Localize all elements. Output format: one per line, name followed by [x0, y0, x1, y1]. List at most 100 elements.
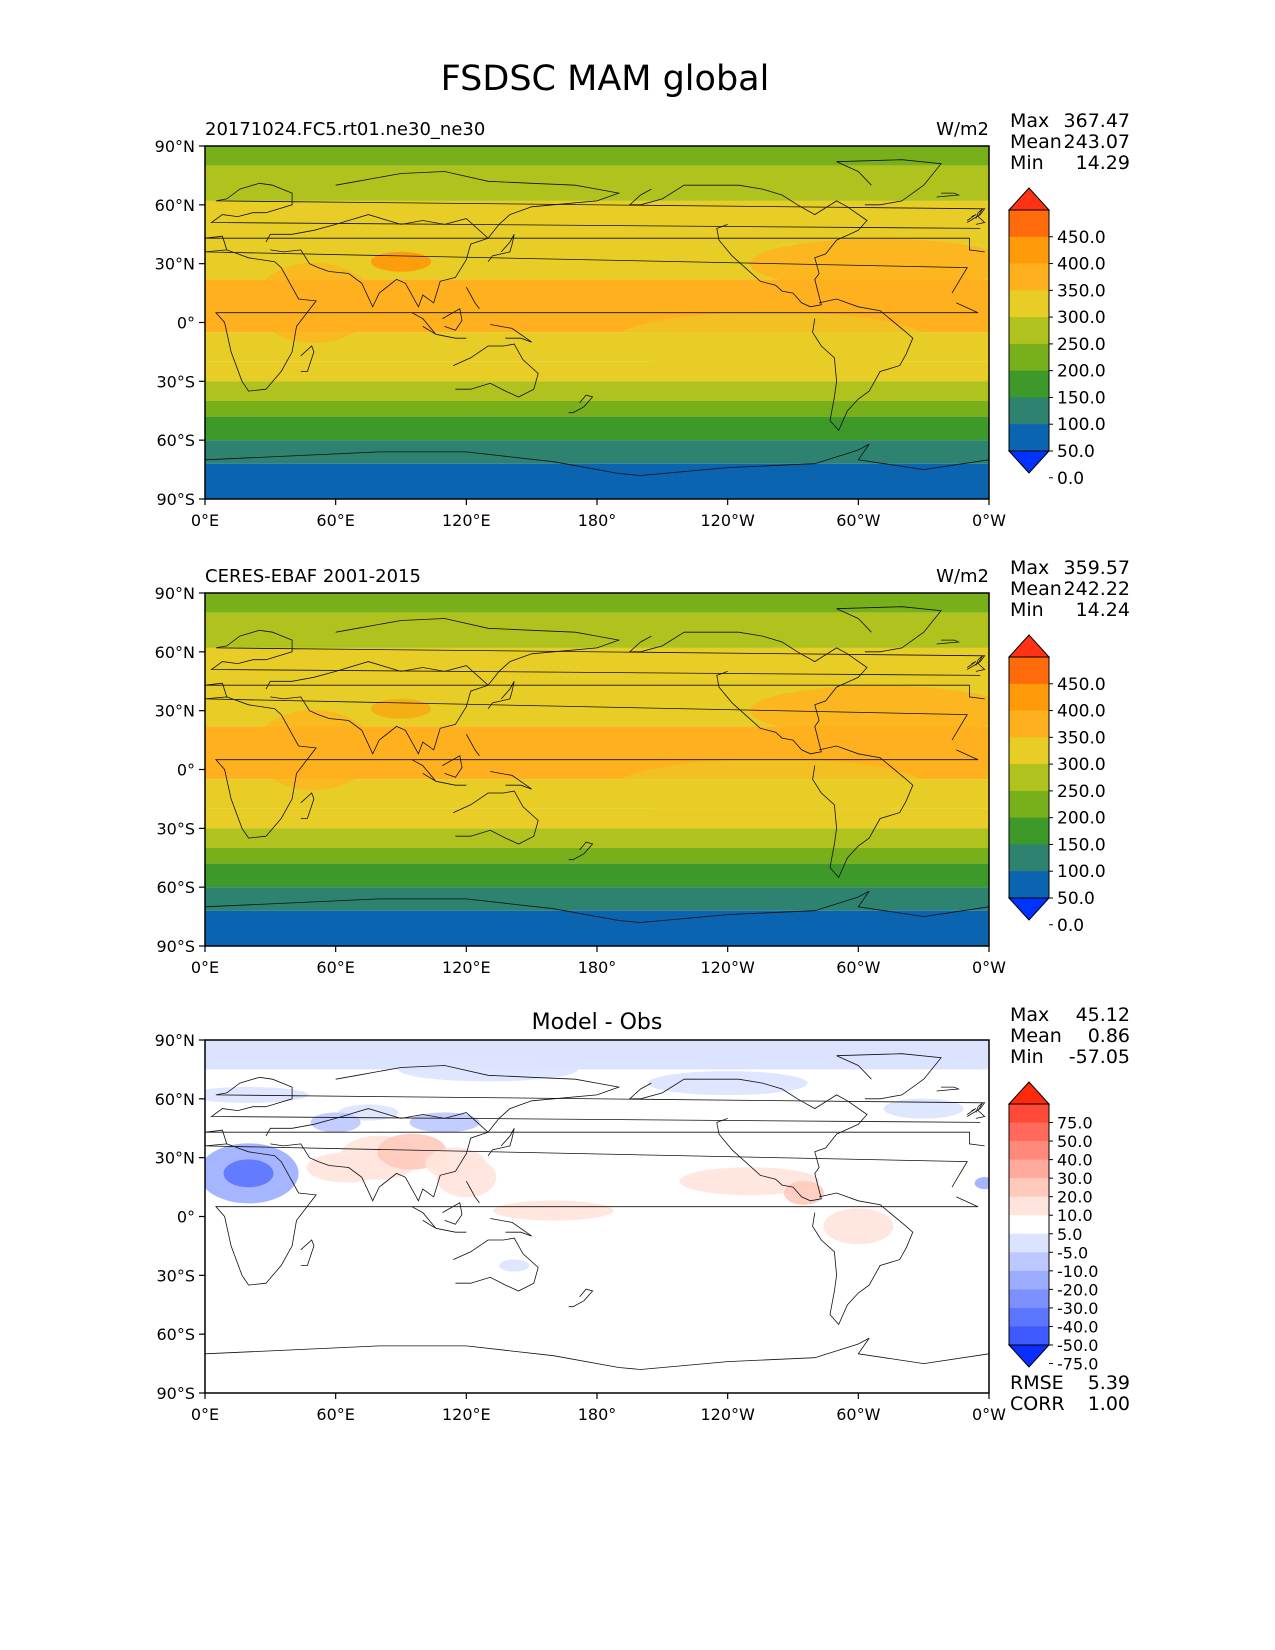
colorbar-tick-label: -5.0 [1057, 1243, 1088, 1262]
lon-tick-label: 0°W [972, 511, 1006, 530]
lat-tick-label: 0° [177, 1208, 195, 1227]
lat-tick-label: 90°N [155, 137, 195, 156]
stat-label: Max [1010, 1004, 1049, 1026]
colorbar-segment [1009, 1252, 1049, 1272]
panel-left-title: CERES-EBAF 2001-2015 [205, 566, 421, 587]
colorbar-segment [1009, 657, 1049, 685]
lon-tick-label: 60°E [316, 1405, 354, 1424]
colorbar-segment [1009, 1122, 1049, 1142]
map-field [205, 1040, 989, 1393]
colorbar-tick-label: 200.0 [1057, 362, 1106, 382]
lon-tick-label: 120°E [442, 958, 491, 977]
lat-tick-label: 60°N [155, 643, 195, 662]
lat-tick-label: 60°S [156, 431, 195, 450]
lon-tick-label: 180° [578, 1405, 617, 1424]
colorbar-segment [1009, 317, 1049, 345]
lat-tick-label: 0° [177, 314, 195, 333]
colorbar-segment [1009, 263, 1049, 291]
colorbar-tick-label: 10.0 [1057, 1206, 1093, 1225]
coastlines [205, 1053, 989, 1370]
stat-label: Max [1010, 110, 1049, 132]
colorbar-tick-label: 50.0 [1057, 442, 1095, 462]
colorbar-tick-label: 250.0 [1057, 782, 1106, 802]
lon-tick-label: 120°W [700, 1405, 755, 1424]
colorbar-tick-label: 100.0 [1057, 862, 1106, 882]
stat-value: 14.29 [1076, 152, 1130, 174]
lat-tick-label: 30°S [156, 819, 195, 838]
colorbar-tick-label: 30.0 [1057, 1169, 1093, 1188]
colorbar: 75.050.040.030.020.010.05.0-5.0-10.0-20.… [1007, 1081, 1098, 1374]
colorbar-segment [1009, 290, 1049, 318]
stat-label: Mean [1010, 131, 1062, 153]
lon-tick-label: 0°E [191, 511, 219, 530]
colorbar-tick-label: 0.0 [1057, 469, 1084, 489]
colorbar-segment [1009, 817, 1049, 845]
panel-left-title: 20171024.FC5.rt01.ne30_ne30 [205, 119, 485, 140]
stat-value: 367.47 [1064, 110, 1130, 132]
colorbar-segment [1009, 343, 1049, 372]
lon-tick-label: 120°E [442, 511, 491, 530]
coastlines [205, 606, 989, 923]
colorbar-segment [1009, 1270, 1049, 1290]
lat-tick-label: 30°N [155, 1149, 195, 1168]
colorbar-tick-label: -20.0 [1057, 1280, 1098, 1299]
colorbar-extend-top [1007, 1081, 1051, 1105]
colorbar-segment [1009, 764, 1049, 792]
colorbar-tick-label: -75.0 [1057, 1355, 1098, 1374]
stat-label: Mean [1010, 1025, 1062, 1047]
colorbar-tick-label: 400.0 [1057, 702, 1106, 722]
stat-value: 45.12 [1076, 1004, 1130, 1026]
panel-units: W/m2 [936, 566, 989, 587]
lon-tick-label: 0°W [972, 1405, 1006, 1424]
lat-tick-label: 0° [177, 761, 195, 780]
stat-value: 14.24 [1076, 599, 1130, 621]
stat-label: Mean [1010, 578, 1062, 600]
stat-label: Min [1010, 152, 1044, 174]
colorbar-tick-label: 350.0 [1057, 281, 1106, 301]
lon-tick-label: 180° [578, 511, 617, 530]
lat-tick-label: 90°S [156, 490, 195, 509]
lon-tick-label: 60°W [836, 511, 880, 530]
colorbar-tick-label: 100.0 [1057, 415, 1106, 435]
coastlines [205, 159, 989, 476]
extra-stat-value: 1.00 [1088, 1393, 1130, 1415]
extra-stat-value: 5.39 [1088, 1372, 1130, 1394]
colorbar-tick-label: 400.0 [1057, 255, 1106, 275]
extra-stat-label: CORR [1010, 1393, 1065, 1415]
extra-stat-label: RMSE [1010, 1372, 1064, 1394]
colorbar-tick-label: 350.0 [1057, 728, 1106, 748]
colorbar-extend-top [1007, 187, 1051, 211]
colorbar-segment [1009, 844, 1049, 872]
colorbar-segment [1009, 1159, 1049, 1179]
stat-value: 243.07 [1064, 131, 1130, 153]
colorbar-tick-label: 250.0 [1057, 335, 1106, 355]
lon-tick-label: 60°E [316, 958, 354, 977]
stat-label: Min [1010, 1046, 1044, 1068]
colorbar-tick-label: 200.0 [1057, 809, 1106, 829]
colorbar-tick-label: -10.0 [1057, 1262, 1098, 1281]
colorbar-segment [1009, 737, 1049, 765]
lat-tick-label: 60°N [155, 196, 195, 215]
colorbar-segment [1009, 1178, 1049, 1198]
colorbar-segment [1009, 1215, 1049, 1235]
lon-tick-label: 120°W [700, 511, 755, 530]
lat-tick-label: 30°N [155, 702, 195, 721]
colorbar-tick-label: -50.0 [1057, 1336, 1098, 1355]
colorbar-tick-label: 150.0 [1057, 835, 1106, 855]
colorbar: 450.0 400.0 350.0 300.0 250.0 200.0 150.0 100.0… [1007, 187, 1106, 489]
lon-tick-label: 0°E [191, 958, 219, 977]
lat-tick-label: 30°S [156, 372, 195, 391]
stat-value: 0.86 [1088, 1025, 1130, 1047]
colorbar-tick-label: 0.0 [1057, 916, 1084, 936]
stat-label: Max [1010, 557, 1049, 579]
colorbar-segment [1009, 1326, 1049, 1346]
colorbar-extend-bottom [1007, 897, 1051, 921]
colorbar-tick-label: 300.0 [1057, 755, 1106, 775]
colorbar-segment [1009, 790, 1049, 819]
colorbar-segment [1009, 1307, 1049, 1327]
colorbar-tick-label: 50.0 [1057, 1132, 1093, 1151]
colorbar-segment [1009, 871, 1049, 899]
map-panel: CERES-EBAF 2001-2015 W/m2 0°E 60°E 120°E 180°… [155, 557, 1130, 977]
colorbar-extend-bottom [1007, 1344, 1051, 1368]
